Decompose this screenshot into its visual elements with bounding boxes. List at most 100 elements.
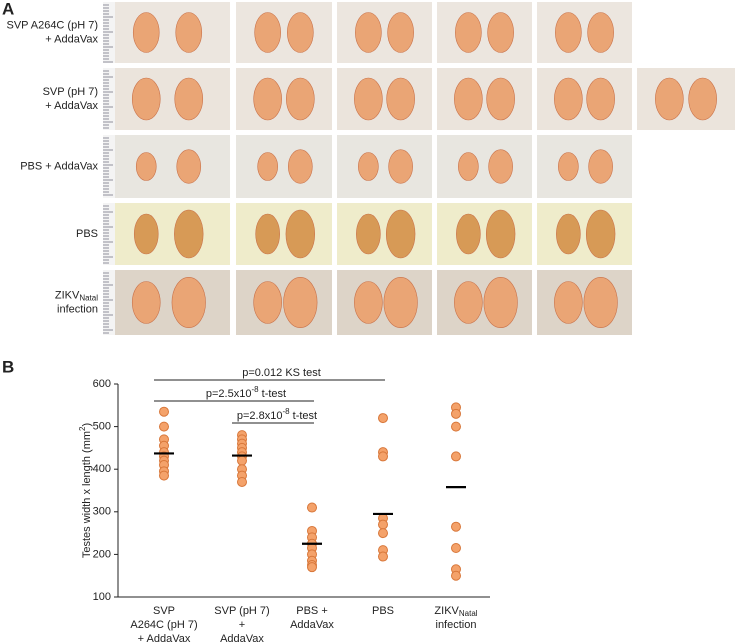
testis <box>171 276 206 328</box>
testis <box>583 276 618 328</box>
testis <box>175 12 203 53</box>
testis <box>356 213 381 255</box>
y-tick-label: 600 <box>93 378 111 390</box>
data-point <box>237 476 247 487</box>
testis <box>386 77 415 121</box>
testis <box>287 12 314 53</box>
y-axis-label: Testes width x length (mm2) <box>78 423 93 558</box>
testis <box>655 77 684 121</box>
photo <box>105 68 230 130</box>
testis <box>286 77 315 121</box>
testis <box>558 152 579 181</box>
testis <box>132 12 160 53</box>
photo <box>236 68 332 130</box>
label-text: ZIKV <box>55 289 80 301</box>
data-point <box>378 528 388 539</box>
data-point <box>451 543 461 554</box>
testis <box>135 152 157 181</box>
label: + AddaVax <box>45 33 98 45</box>
comparison-label: p=2.5x10-8 t-test <box>206 385 286 400</box>
label: + AddaVax <box>45 100 98 112</box>
ruler <box>103 135 115 198</box>
testis <box>131 77 161 121</box>
testis <box>283 276 318 328</box>
testis <box>253 281 282 324</box>
ruler <box>103 270 115 335</box>
data-point <box>451 421 461 432</box>
data-point <box>451 521 461 532</box>
label: SVP A264C (pH 7) <box>6 19 98 31</box>
data-point <box>451 408 461 419</box>
testis <box>585 209 616 259</box>
comparison-label: p=0.012 KS test <box>242 367 321 379</box>
testis <box>131 281 161 324</box>
testis <box>454 281 483 324</box>
testis <box>454 77 483 121</box>
testis <box>176 149 202 184</box>
testis <box>455 12 482 53</box>
photo <box>537 203 632 265</box>
label-sup: -8 <box>282 407 290 416</box>
label-text: ) <box>81 423 93 427</box>
testis <box>458 152 479 181</box>
label-sub: Natal <box>459 609 478 618</box>
testis <box>555 12 582 53</box>
testis <box>255 213 280 255</box>
label: PBS <box>76 228 98 240</box>
testis <box>483 276 518 328</box>
photo <box>637 68 735 130</box>
photo <box>437 68 532 130</box>
label: AddaVax <box>220 633 264 642</box>
photo <box>337 68 432 130</box>
label: + AddaVax <box>138 633 191 642</box>
label: ZIKVNatal <box>55 289 98 302</box>
testis <box>257 152 278 181</box>
testis <box>358 152 379 181</box>
y-tick-label: 500 <box>93 421 111 433</box>
data-point <box>378 451 388 462</box>
y-tick-label: 200 <box>93 548 111 560</box>
testis <box>387 12 414 53</box>
label: infection <box>57 303 98 315</box>
photo <box>537 68 632 130</box>
label: PBS + <box>296 605 328 617</box>
label: PBS <box>372 605 394 617</box>
y-tick-label: 400 <box>93 463 111 475</box>
testis <box>355 12 382 53</box>
testis <box>554 281 583 324</box>
y-tick-label: 300 <box>93 506 111 518</box>
testis <box>556 213 581 255</box>
data-point <box>237 455 247 466</box>
data-point <box>378 519 388 530</box>
comparison-label: p=2.8x10-8 t-test <box>237 407 317 422</box>
testis <box>288 149 313 184</box>
testis <box>285 209 316 259</box>
data-point <box>378 551 388 562</box>
label-text: Testes width x length (mm <box>81 431 93 558</box>
label: PBS + AddaVax <box>20 160 98 172</box>
data-point <box>307 502 317 513</box>
label: SVP (pH 7) <box>214 605 269 617</box>
y-tick-label: 100 <box>93 591 111 603</box>
panel-label: B <box>2 357 14 376</box>
photo <box>236 135 332 198</box>
data-point <box>451 451 461 462</box>
label: ZIKVNatal <box>434 605 477 618</box>
photo <box>437 135 532 198</box>
label: SVP (pH 7) <box>43 86 98 98</box>
label-text: p=2.8x10 <box>237 410 283 422</box>
testis <box>486 77 515 121</box>
testis <box>385 209 416 259</box>
testis <box>388 149 413 184</box>
testis <box>133 213 159 255</box>
photo <box>105 203 230 265</box>
photo <box>236 2 332 63</box>
ruler <box>103 203 115 265</box>
photo <box>537 135 632 198</box>
testis <box>174 209 204 259</box>
testis <box>253 77 282 121</box>
testis <box>354 281 383 324</box>
testis <box>485 209 516 259</box>
label-sup: -8 <box>251 385 259 394</box>
